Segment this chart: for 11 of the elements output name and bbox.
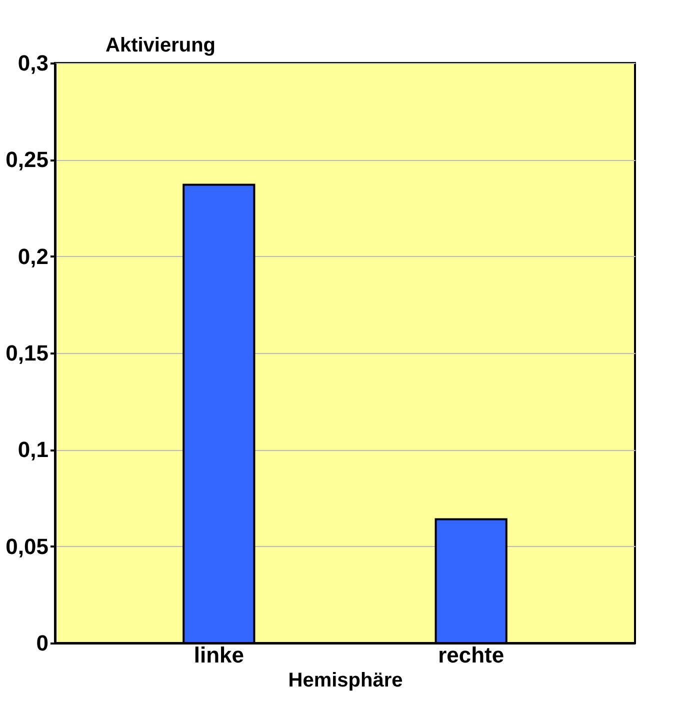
y-axis-title: Aktivierung xyxy=(106,34,216,56)
x-tick-label: linke xyxy=(194,642,244,668)
y-tick-label: 0,15 xyxy=(6,340,48,366)
y-tick-label: 0,25 xyxy=(6,147,48,172)
y-tick-label: 0,1 xyxy=(18,437,48,462)
y-tick-label: 0,05 xyxy=(6,534,48,559)
x-axis-title: Hemisphäre xyxy=(288,670,403,692)
x-tick-label: rechte xyxy=(438,642,504,668)
y-tick-label: 0,3 xyxy=(18,50,48,76)
y-tick-label: 0,2 xyxy=(18,244,48,269)
y-tick-label: 0 xyxy=(36,630,48,656)
